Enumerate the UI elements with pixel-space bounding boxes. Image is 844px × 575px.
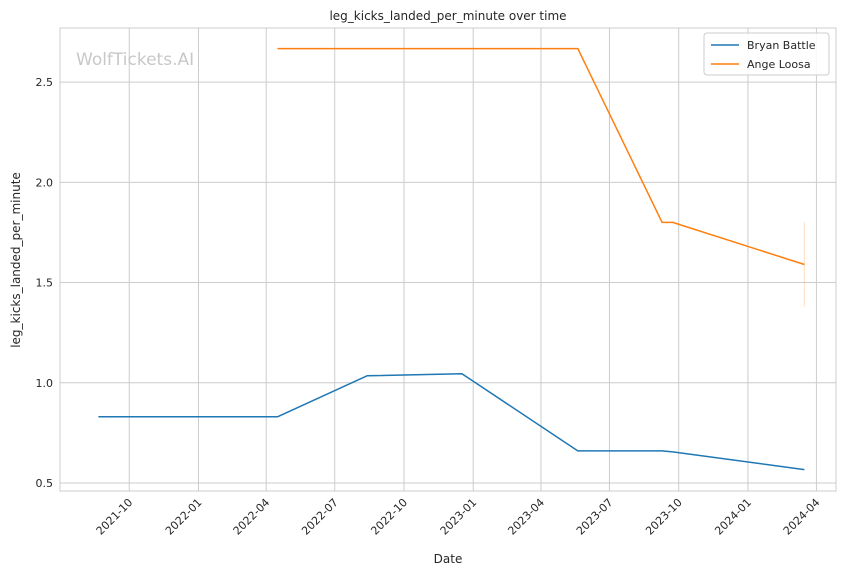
x-tick-label: 2022-01 [163,496,205,538]
y-tick-label: 2.0 [36,176,54,189]
series-layer [98,47,805,471]
x-tick-label: 2023-04 [505,496,547,538]
y-axis-label: leg_kicks_landed_per_minute [9,172,23,348]
x-tick-label: 2022-04 [231,496,273,538]
series-line-bryan-battle [98,372,805,471]
y-gridlines [60,81,836,484]
y-tick-label: 0.5 [36,477,54,490]
chart-title: leg_kicks_landed_per_minute over time [329,9,566,23]
x-tick-label: 2022-07 [299,496,341,538]
x-tick-labels: 2021-10 2022-01 2022-04 2022-07 2022-10 2023-… [94,496,823,538]
x-tick-label: 2023-07 [574,496,616,538]
x-tick-label: 2024-04 [781,496,823,538]
y-tick-label: 1.5 [36,277,54,290]
x-tick-label: 2023-10 [643,496,685,538]
series-line-ange-loosa [277,47,805,266]
watermark-text: WolfTickets.AI [76,50,194,70]
legend-label: Ange Loosa [747,58,811,71]
x-axis-label: Date [434,552,463,566]
x-gridlines [128,28,817,491]
legend: Bryan Battle Ange Loosa [703,32,830,76]
x-tick-label: 2024-01 [712,496,754,538]
plot-frame [59,27,837,492]
x-tick-label: 2022-10 [368,496,410,538]
y-tick-label: 1.0 [36,377,54,390]
plot-background [60,28,836,491]
y-tick-label: 2.5 [36,76,54,89]
x-tick-label: 2021-10 [94,496,136,538]
legend-label: Bryan Battle [747,39,816,52]
x-tick-label: 2023-01 [438,496,480,538]
y-tick-labels: 0.5 1.0 1.5 2.0 2.5 [36,76,54,490]
